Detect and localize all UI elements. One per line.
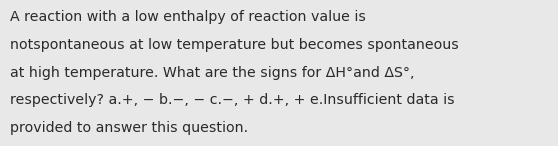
Text: at high temperature. What are the signs for ΔH°and ΔS°,: at high temperature. What are the signs … xyxy=(10,66,415,80)
Text: A reaction with a low enthalpy of reaction value is: A reaction with a low enthalpy of reacti… xyxy=(10,10,366,24)
Text: notspontaneous at low temperature but becomes spontaneous: notspontaneous at low temperature but be… xyxy=(10,38,459,52)
Text: provided to answer this question.: provided to answer this question. xyxy=(10,121,248,135)
Text: respectively? a.+, − b.−, − c.−, + d.+, + e.Insufficient data is: respectively? a.+, − b.−, − c.−, + d.+, … xyxy=(10,93,455,107)
